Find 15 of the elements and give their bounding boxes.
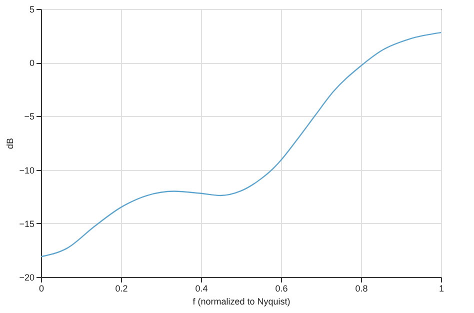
x-tick-label: 0.8 xyxy=(355,284,368,294)
y-tick-label: −15 xyxy=(19,218,34,229)
y-tick-label: 5 xyxy=(29,4,34,14)
y-tick-label: 0 xyxy=(29,58,34,68)
x-tick-label: 0 xyxy=(38,284,44,294)
x-axis-title: f (normalized to Nyquist) xyxy=(192,296,290,306)
x-tick-label: 0.4 xyxy=(195,284,208,294)
x-tick-label: 0.2 xyxy=(115,284,128,294)
y-tick-label: −20 xyxy=(19,272,34,282)
y-tick-label: −10 xyxy=(19,165,34,176)
y-tick-label: −5 xyxy=(24,112,34,122)
x-tick-label: 0.6 xyxy=(275,284,288,294)
y-axis-title: dB xyxy=(5,138,16,150)
x-tick-label: 1 xyxy=(438,284,444,294)
line-series xyxy=(40,32,442,258)
